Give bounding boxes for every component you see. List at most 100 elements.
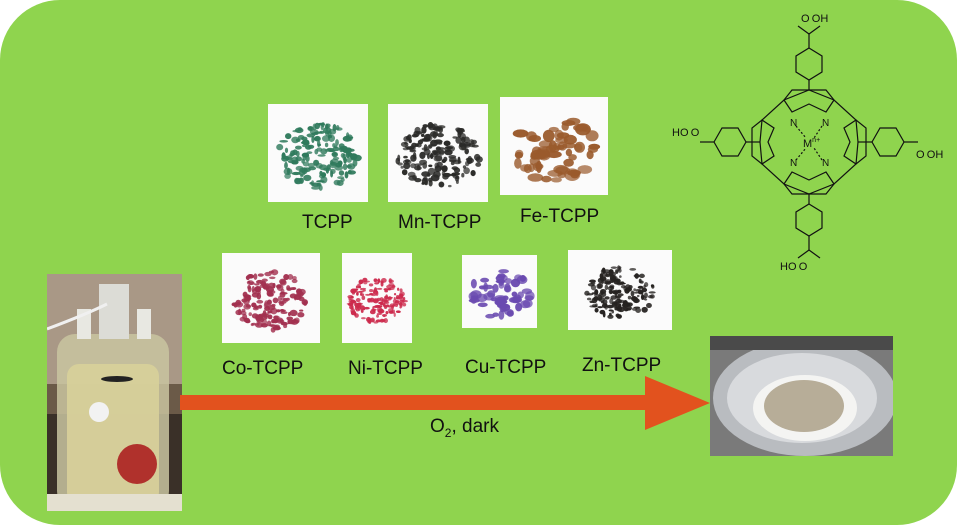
powder-grain: [317, 143, 322, 147]
powder-grain: [606, 304, 614, 309]
powder-grain: [328, 134, 335, 142]
powder-grain: [254, 283, 260, 286]
powder-grain: [276, 143, 284, 151]
powder-grain: [332, 124, 337, 132]
powder-grain: [604, 303, 608, 310]
powder-grain: [636, 294, 640, 298]
powder-grain: [615, 298, 622, 304]
powder-grain: [330, 170, 334, 178]
powder-grain: [629, 267, 637, 271]
powder-grain: [589, 300, 595, 304]
powder-grain: [316, 147, 323, 152]
powder-grain: [291, 136, 300, 144]
powder-grain: [357, 306, 361, 311]
powder-grain: [374, 282, 380, 285]
powder-grain: [283, 273, 290, 281]
powder-grain: [314, 122, 320, 130]
powder-grain: [399, 305, 402, 309]
powder-grain: [438, 181, 445, 188]
powder-grain: [373, 287, 378, 293]
powder-grain: [295, 156, 302, 162]
powder-grain: [387, 288, 392, 291]
powder-grain: [397, 154, 401, 162]
powder-grain: [419, 138, 426, 142]
powder-grain: [633, 274, 641, 278]
powder-grain: [622, 302, 629, 309]
powder-grain: [427, 145, 432, 149]
powder-grain: [433, 155, 443, 162]
powder-grain: [313, 137, 320, 141]
powder-grain: [457, 156, 461, 164]
powder-grain: [268, 290, 276, 294]
powder-grain: [421, 133, 425, 137]
reaction-arrow: [180, 376, 710, 430]
powder-grain: [264, 271, 272, 277]
powder-grain: [597, 282, 603, 289]
powder-grain: [610, 266, 618, 269]
powder-grain: [475, 156, 483, 163]
powder-grain: [283, 168, 293, 175]
powder-grain: [542, 129, 555, 143]
powder-grain: [498, 269, 509, 274]
powder-grain: [357, 290, 364, 293]
powder-grain: [289, 309, 298, 317]
sample-ni-tcpp-image: [342, 253, 412, 343]
powder-grain: [287, 274, 294, 280]
powder-grain: [400, 165, 404, 169]
powder-grain: [340, 153, 345, 158]
powder-grain: [448, 184, 452, 188]
powder-grain: [541, 175, 552, 183]
powder-grain: [281, 155, 290, 162]
powder-grain: [597, 294, 603, 301]
powder-grain: [264, 305, 270, 311]
n-atom-label-1: N: [790, 118, 797, 129]
powder-grain: [615, 303, 622, 309]
powder-grain: [287, 312, 291, 317]
powder-grain: [419, 159, 428, 165]
sample-mn-tcpp-image: [388, 104, 488, 202]
powder-grain: [638, 278, 642, 284]
powder-grain: [427, 122, 434, 129]
powder-grain: [277, 295, 282, 303]
powder-grain: [397, 310, 401, 313]
powder-grain: [532, 162, 543, 172]
powder-grain: [388, 310, 394, 314]
powder-grain: [290, 150, 296, 156]
powder-grain: [627, 302, 633, 307]
powder-grain: [301, 136, 308, 141]
powder-grain: [450, 161, 455, 166]
powder-grain: [430, 131, 439, 137]
powder-grain: [267, 310, 273, 314]
powder-grain: [355, 285, 360, 289]
n-atom-label-2: N: [822, 118, 829, 129]
powder-grain: [500, 303, 511, 312]
powder-grain: [385, 310, 389, 315]
powder-grain: [348, 296, 352, 301]
powder-grain: [588, 143, 601, 150]
powder-grain: [354, 302, 359, 307]
powder-grain: [587, 283, 595, 287]
powder-grain: [271, 318, 275, 324]
powder-grain: [386, 297, 392, 300]
powder-grain: [295, 145, 302, 150]
powder-grain: [407, 134, 412, 141]
n-atom-label-3: N: [790, 158, 797, 169]
powder-grain: [346, 132, 350, 140]
powder-grain: [397, 162, 403, 166]
powder-grain: [427, 167, 436, 175]
powder-grain: [561, 122, 569, 131]
powder-grain: [594, 307, 599, 313]
powder-grain: [395, 296, 401, 300]
powder-grain: [303, 300, 308, 306]
powder-grain: [595, 303, 598, 307]
powder-grain: [393, 296, 396, 300]
powder-grain: [369, 288, 374, 293]
powder-grain: [414, 126, 421, 134]
powder-grain: [460, 136, 466, 144]
powder-grain: [383, 315, 386, 318]
powder-grain: [391, 304, 394, 310]
powder-grain: [351, 290, 356, 295]
powder-grain: [287, 318, 291, 325]
powder-grain: [335, 139, 339, 146]
powder-grain: [319, 170, 323, 176]
